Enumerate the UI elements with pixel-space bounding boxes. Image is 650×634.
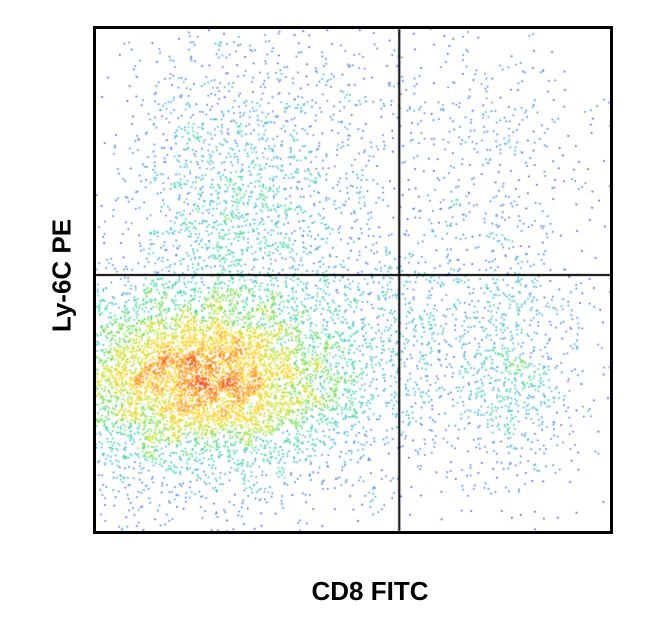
plot-frame: [93, 26, 613, 534]
figure: Ly-6C PE CD8 FITC: [0, 0, 650, 634]
x-axis-label: CD8 FITC: [260, 576, 480, 607]
y-axis-label: Ly-6C PE: [47, 146, 78, 406]
